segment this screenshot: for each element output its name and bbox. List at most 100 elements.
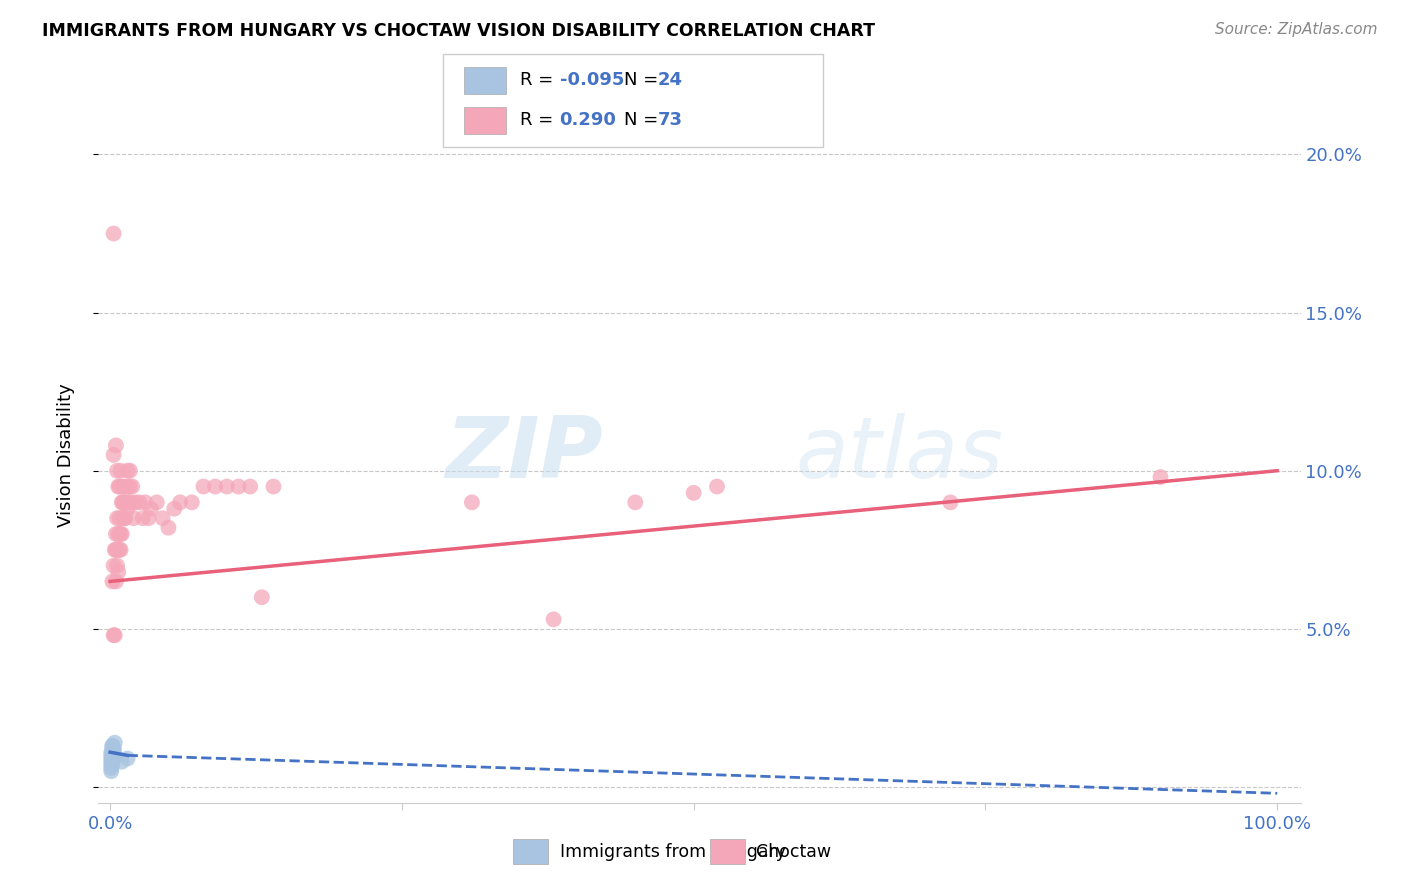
Point [103,751,125,765]
Point [104,748,127,763]
Point [117,501,139,516]
Point [120,495,142,509]
Point [107,542,129,557]
Point [111,495,134,509]
Point [215,479,238,493]
Point [111,755,134,769]
Point [461,495,484,509]
Point [103,558,125,573]
Text: R =: R = [520,71,560,89]
Point [107,479,129,493]
Point [101,751,124,765]
Point [101,574,124,589]
Point [101,739,124,753]
Point [105,511,128,525]
Point [105,464,128,478]
Point [250,591,273,605]
Point [103,448,125,462]
Point [121,479,143,493]
Point [118,495,141,509]
Point [239,479,262,493]
Point [108,511,131,525]
Point [132,511,155,525]
Point [104,628,127,642]
Point [134,495,156,509]
Point [169,495,191,509]
Point [114,495,136,509]
Point [100,755,122,769]
Point [110,527,132,541]
Point [111,495,134,509]
Point [104,542,127,557]
Point [122,511,145,525]
Point [543,612,565,626]
Point [263,479,285,493]
Point [228,479,250,493]
Text: N =: N = [624,71,664,89]
Point [110,464,132,478]
Point [103,628,125,642]
Point [103,742,125,756]
Point [103,745,125,759]
Point [128,495,150,509]
Point [152,511,174,525]
Point [117,479,139,493]
Text: Choctaw: Choctaw [756,843,831,861]
Point [112,479,135,493]
Point [100,745,122,759]
Point [108,479,131,493]
Point [117,751,139,765]
Text: 0.290: 0.290 [560,112,616,129]
Point [118,479,141,493]
Point [104,574,127,589]
Text: Immigrants from Hungary: Immigrants from Hungary [560,843,786,861]
Point [112,495,135,509]
Point [204,479,226,493]
Point [111,527,134,541]
Text: 73: 73 [658,112,683,129]
Point [100,757,122,772]
Point [100,761,122,775]
Point [101,742,124,756]
Point [101,757,124,772]
Point [101,755,124,769]
Point [706,479,728,493]
Point [105,558,128,573]
Text: Source: ZipAtlas.com: Source: ZipAtlas.com [1215,22,1378,37]
Point [108,527,131,541]
Text: 24: 24 [658,71,683,89]
Point [105,542,128,557]
Point [112,511,135,525]
Point [104,527,127,541]
Point [101,748,124,763]
Point [115,495,138,509]
Point [101,739,124,753]
Point [146,495,169,509]
Point [107,565,129,579]
Point [939,495,962,509]
Text: atlas: atlas [796,413,1004,497]
Y-axis label: Vision Disability: Vision Disability [56,383,75,527]
Point [101,745,124,759]
Point [110,542,132,557]
Point [139,501,162,516]
Point [111,511,134,525]
Point [180,495,202,509]
Point [108,542,131,557]
Text: -0.095: -0.095 [560,71,624,89]
Text: IMMIGRANTS FROM HUNGARY VS CHOCTAW VISION DISABILITY CORRELATION CHART: IMMIGRANTS FROM HUNGARY VS CHOCTAW VISIO… [42,22,875,40]
Point [1149,470,1171,484]
Point [193,479,215,493]
Point [125,495,148,509]
Point [114,511,136,525]
Point [157,521,180,535]
Point [118,464,141,478]
Text: N =: N = [624,112,664,129]
Point [100,764,122,779]
Point [100,751,122,765]
Point [138,511,160,525]
Point [100,748,122,763]
Point [103,748,125,763]
Text: R =: R = [520,112,560,129]
Point [103,742,125,756]
